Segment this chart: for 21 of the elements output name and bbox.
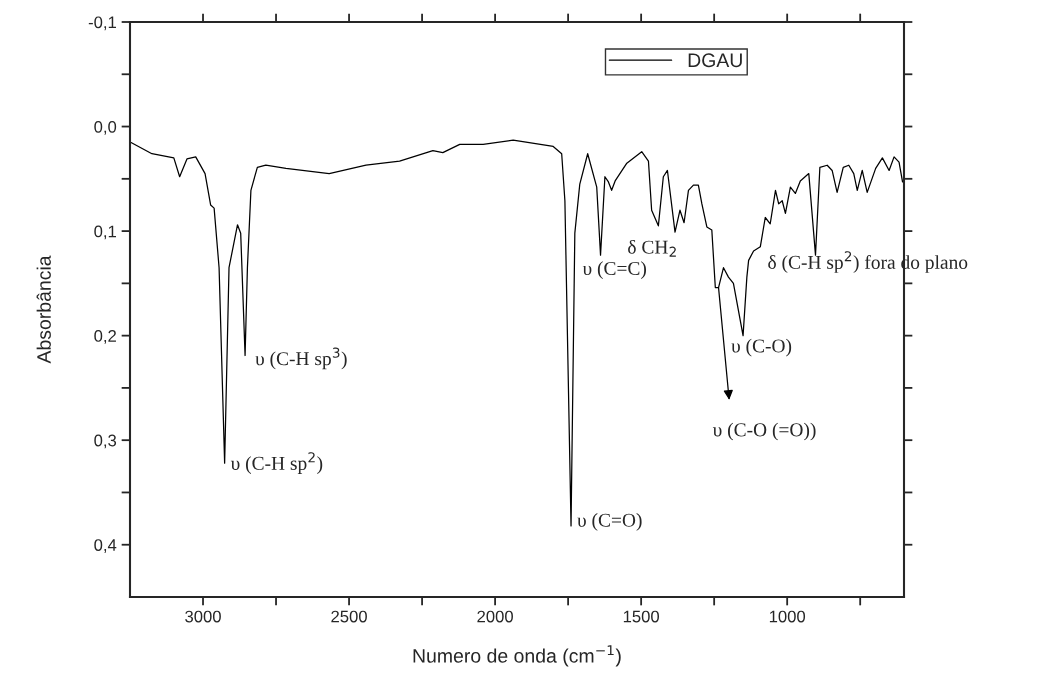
y-tick-label: 0,0 (94, 120, 117, 135)
x-tick-label: 2500 (331, 610, 367, 623)
annotation: υ (C-H sp$^{2}$) (230, 452, 323, 474)
x-axis-title: Numero de onda (cm$^{−1}$) (413, 645, 621, 667)
y-tick-label: 0,3 (94, 434, 117, 449)
annotation: υ (C-H sp$^{3}$) (255, 347, 347, 370)
x-tick-label: 2000 (477, 610, 513, 623)
x-tick-label: 1000 (769, 610, 806, 623)
y-tick-label: 0,1 (94, 225, 116, 240)
x-tick-label: 3000 (185, 610, 221, 623)
annotation: υ (C=O) (577, 513, 642, 531)
x-tick-label: 1500 (623, 610, 660, 623)
y-tick-label: 0,4 (94, 539, 117, 553)
annotation: υ (C-O) (731, 338, 792, 357)
y-axis-title: Absorbância (36, 255, 51, 364)
legend-label: DGAU (688, 53, 742, 68)
annotation: υ (C=C) (582, 261, 647, 279)
annotation: δ CH$_{2}$ (628, 239, 676, 257)
annotation: υ (C-O (=O)) (712, 422, 816, 441)
y-tick-label: -0,1 (88, 16, 116, 31)
y-tick-label: 0,2 (94, 330, 116, 344)
